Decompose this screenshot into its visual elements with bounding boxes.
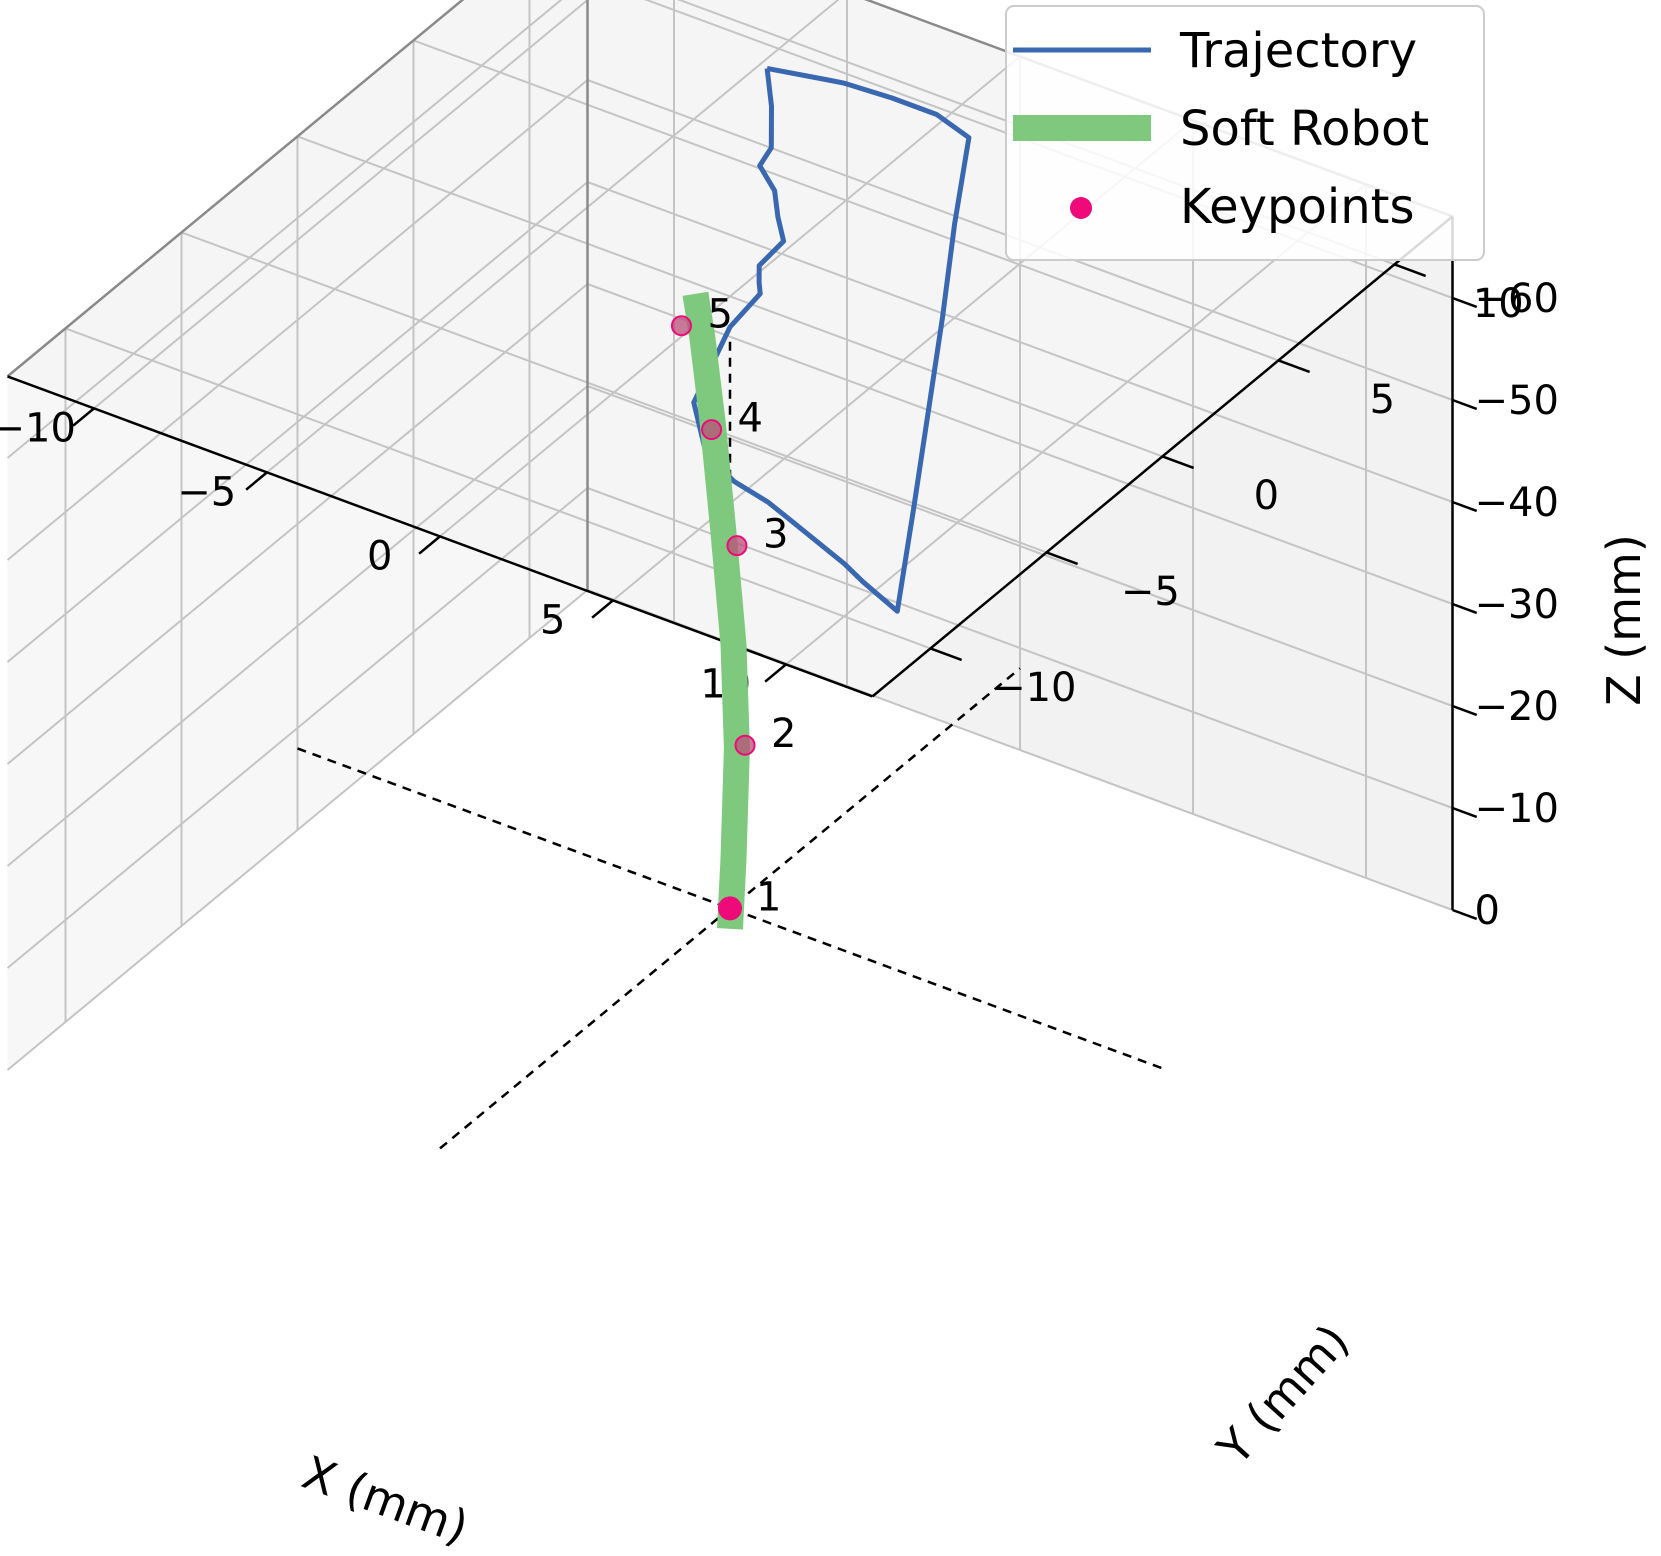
keypoint-label: 3 xyxy=(763,512,788,558)
y-tick-label: 10 xyxy=(1473,281,1524,327)
x-tick xyxy=(591,599,614,619)
keypoint-marker xyxy=(726,535,748,557)
z-tick xyxy=(1452,500,1478,513)
pane-edge xyxy=(6,0,465,378)
z-tick-label: −20 xyxy=(1475,684,1559,730)
grid-line-z xyxy=(6,79,589,561)
x-tick-label: −10 xyxy=(0,406,76,452)
keypoint-marker xyxy=(701,419,723,441)
x-tick xyxy=(245,471,268,491)
grid-line-z xyxy=(6,385,589,867)
plot-area: 1 2 3 4 5 xyxy=(670,65,972,930)
keypoint-marker xyxy=(670,315,692,337)
legend-label: Soft Robot xyxy=(1180,101,1429,157)
x-axis-label: X (mm) xyxy=(296,1445,476,1554)
keypoint-label: 1 xyxy=(756,874,781,920)
y-axis-label: Y (mm) xyxy=(1206,1314,1359,1476)
z-tick xyxy=(1452,296,1478,309)
z-tick xyxy=(1452,602,1478,615)
x-tick xyxy=(764,663,787,683)
y-tick-label: 0 xyxy=(1254,473,1279,519)
grid-line-z xyxy=(6,181,589,663)
y-tick xyxy=(1394,263,1427,278)
z-tick-label: −10 xyxy=(1475,786,1559,832)
trajectory-line xyxy=(691,65,972,614)
grid-line-z xyxy=(587,181,1453,503)
x-tick xyxy=(72,407,95,427)
z-axis-label: Z (mm) xyxy=(1597,534,1651,706)
grid-line-z xyxy=(587,283,1453,605)
z-tick-label: −60 xyxy=(1475,276,1559,322)
grid-line-z xyxy=(6,283,589,765)
y-tick xyxy=(1046,551,1079,566)
y-tick xyxy=(1278,359,1311,374)
z-tick-label: −50 xyxy=(1475,378,1559,424)
grid-line-z xyxy=(587,385,1453,707)
keypoint-marker xyxy=(718,896,742,921)
y-tick-label: 5 xyxy=(1370,377,1395,423)
legend: Trajectory Soft Robot Keypoints xyxy=(1005,5,1485,261)
y-tick xyxy=(930,647,963,662)
grid-line-y xyxy=(65,327,931,650)
legend-label: Trajectory xyxy=(1179,23,1417,79)
x-tick-label: 5 xyxy=(540,598,565,644)
y-tick-label: −5 xyxy=(1121,569,1180,615)
keypoint-label: 4 xyxy=(738,396,763,442)
grid-line-y xyxy=(413,39,1279,362)
grid-line-z xyxy=(6,589,589,1071)
y-tick xyxy=(1162,455,1195,470)
keypoint-marker xyxy=(734,734,756,756)
z-tick xyxy=(1452,806,1478,819)
legend-label: Keypoints xyxy=(1180,179,1414,235)
keypoint-label: 2 xyxy=(771,711,796,757)
grid-line-y xyxy=(297,135,1163,458)
z-tick xyxy=(1452,704,1478,717)
keypoint-label: 5 xyxy=(707,292,732,338)
grid-line-z xyxy=(6,0,563,459)
legend-frame xyxy=(1005,5,1485,261)
x-tick-label: −5 xyxy=(177,470,236,516)
x-tick xyxy=(418,535,441,555)
z-tick-label: −30 xyxy=(1475,582,1559,628)
y-tick-label: −10 xyxy=(992,665,1076,711)
z-tick xyxy=(1452,398,1478,411)
legend-marker xyxy=(1070,197,1092,219)
grid-line-y xyxy=(181,231,1047,554)
z-tick xyxy=(1452,908,1478,921)
z-tick-label: 0 xyxy=(1475,888,1500,934)
grid-line-z xyxy=(6,487,589,969)
x-tick-label: 0 xyxy=(367,534,392,580)
soft-robot-line xyxy=(682,291,750,930)
z-tick-label: −40 xyxy=(1475,480,1559,526)
x-reference-line xyxy=(297,747,1163,1070)
